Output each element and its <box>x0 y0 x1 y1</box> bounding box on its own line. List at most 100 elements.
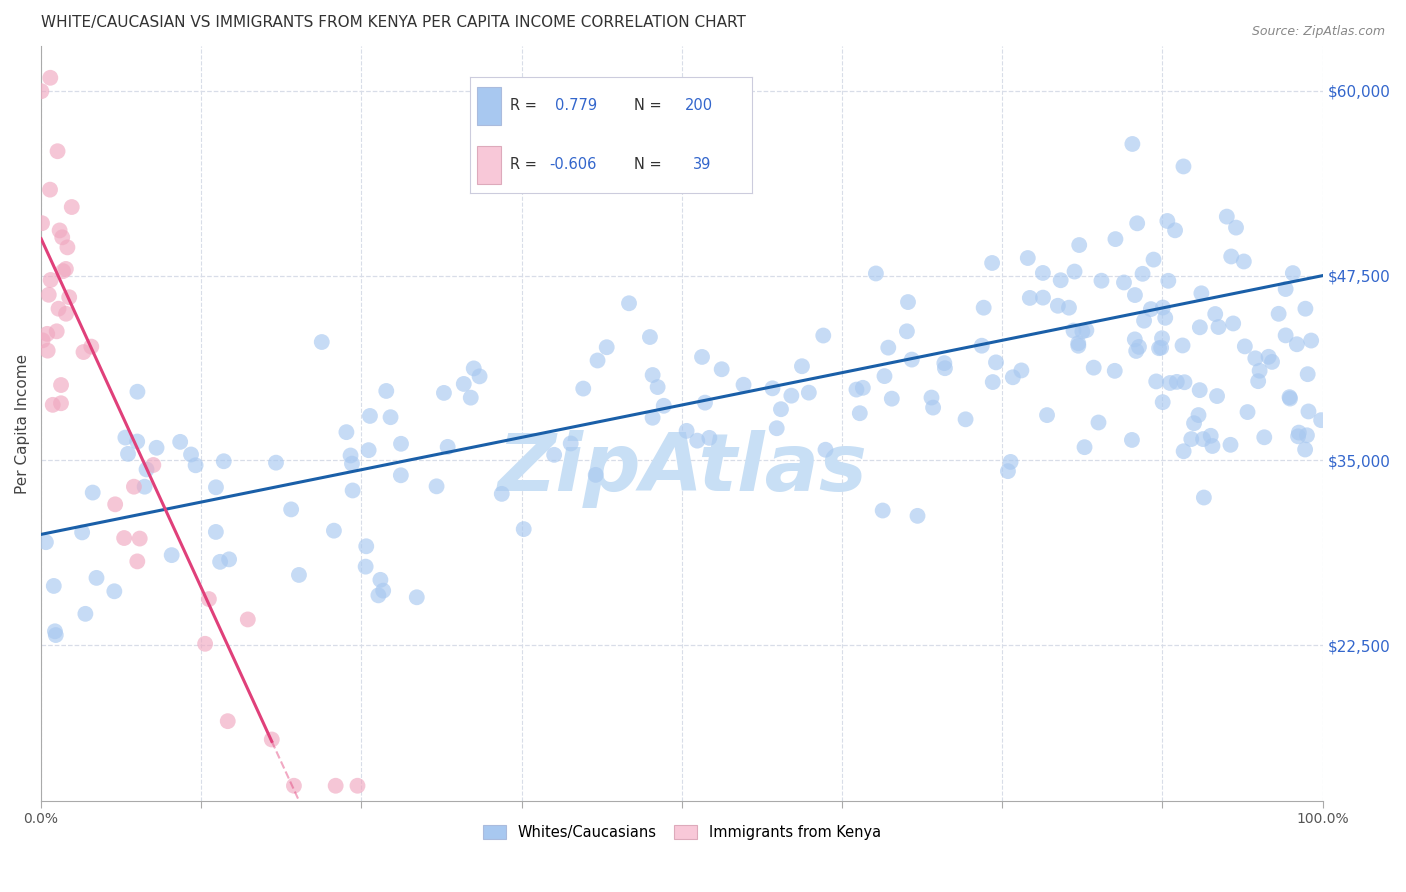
Point <box>1244 351 1267 366</box>
Point <box>264 456 287 470</box>
Point <box>733 377 755 392</box>
Point <box>1267 307 1289 321</box>
Point <box>49 378 72 392</box>
Point <box>212 454 235 468</box>
Point <box>585 467 607 482</box>
Point <box>1247 374 1270 388</box>
Point <box>1253 430 1275 444</box>
Point <box>322 524 344 538</box>
Point <box>1123 332 1146 346</box>
Point <box>1294 442 1316 457</box>
Point <box>1150 341 1173 355</box>
Point <box>1073 440 1095 454</box>
Point <box>1049 273 1071 287</box>
Point <box>335 425 357 439</box>
Point <box>1199 429 1222 443</box>
Point <box>560 436 582 450</box>
Point <box>638 330 661 344</box>
Point <box>128 532 150 546</box>
Point <box>1298 404 1320 418</box>
Point <box>1157 274 1180 288</box>
Point <box>405 591 427 605</box>
Point <box>1032 266 1054 280</box>
Point <box>814 442 837 457</box>
Point <box>127 434 149 449</box>
Point <box>325 779 347 793</box>
Point <box>1140 302 1163 317</box>
Point <box>1173 160 1195 174</box>
Point <box>1222 317 1244 331</box>
Point <box>1288 425 1310 440</box>
Point <box>1219 438 1241 452</box>
Text: WHITE/CAUCASIAN VS IMMIGRANTS FROM KENYA PER CAPITA INCOME CORRELATION CHART: WHITE/CAUCASIAN VS IMMIGRANTS FROM KENYA… <box>41 15 747 30</box>
Point <box>112 531 135 545</box>
Point <box>425 479 447 493</box>
Point <box>357 443 380 458</box>
Point <box>75 607 97 621</box>
Text: ZipAtlas: ZipAtlas <box>496 430 866 508</box>
Point <box>997 464 1019 478</box>
Point <box>921 391 943 405</box>
Point <box>710 362 733 376</box>
Point <box>30 84 52 98</box>
Point <box>1071 325 1094 339</box>
Point <box>122 480 145 494</box>
Point <box>1000 455 1022 469</box>
Point <box>52 264 75 278</box>
Point <box>1204 307 1226 321</box>
Point <box>283 779 305 793</box>
Point <box>1233 254 1256 268</box>
Point <box>686 434 709 448</box>
Point <box>280 502 302 516</box>
Point <box>340 457 363 471</box>
Point <box>49 396 72 410</box>
Point <box>31 334 53 348</box>
Point <box>86 571 108 585</box>
Point <box>512 522 534 536</box>
Point <box>1187 408 1209 422</box>
Point <box>39 273 62 287</box>
Point <box>373 583 395 598</box>
Point <box>1067 336 1090 351</box>
Point <box>1201 439 1223 453</box>
Point <box>37 343 59 358</box>
Point <box>117 447 139 461</box>
Point <box>1104 232 1126 246</box>
Point <box>342 483 364 498</box>
Point <box>127 384 149 399</box>
Point <box>1220 250 1243 264</box>
Point <box>813 328 835 343</box>
Point <box>790 359 813 374</box>
Point <box>375 384 398 398</box>
Point <box>370 573 392 587</box>
Point <box>641 368 664 382</box>
Point <box>934 361 956 376</box>
Point <box>134 480 156 494</box>
Point <box>1274 328 1296 343</box>
Point <box>48 301 70 316</box>
Point <box>1236 405 1258 419</box>
Point <box>1142 252 1164 267</box>
Point <box>973 301 995 315</box>
Point <box>586 353 609 368</box>
Point <box>873 369 896 384</box>
Point <box>1133 314 1156 328</box>
Point <box>1173 444 1195 458</box>
Point <box>1282 266 1305 280</box>
Point <box>55 307 77 321</box>
Point <box>761 381 783 395</box>
Point <box>900 352 922 367</box>
Point <box>145 441 167 455</box>
Point <box>42 579 65 593</box>
Point <box>1182 416 1205 430</box>
Point <box>897 295 920 310</box>
Point <box>236 612 259 626</box>
Point <box>852 381 875 395</box>
Point <box>35 535 58 549</box>
Point <box>354 559 377 574</box>
Point <box>58 290 80 304</box>
Point <box>1188 383 1211 397</box>
Legend: Whites/Caucasians, Immigrants from Kenya: Whites/Caucasians, Immigrants from Kenya <box>477 820 887 846</box>
Point <box>260 732 283 747</box>
Point <box>1067 339 1090 353</box>
